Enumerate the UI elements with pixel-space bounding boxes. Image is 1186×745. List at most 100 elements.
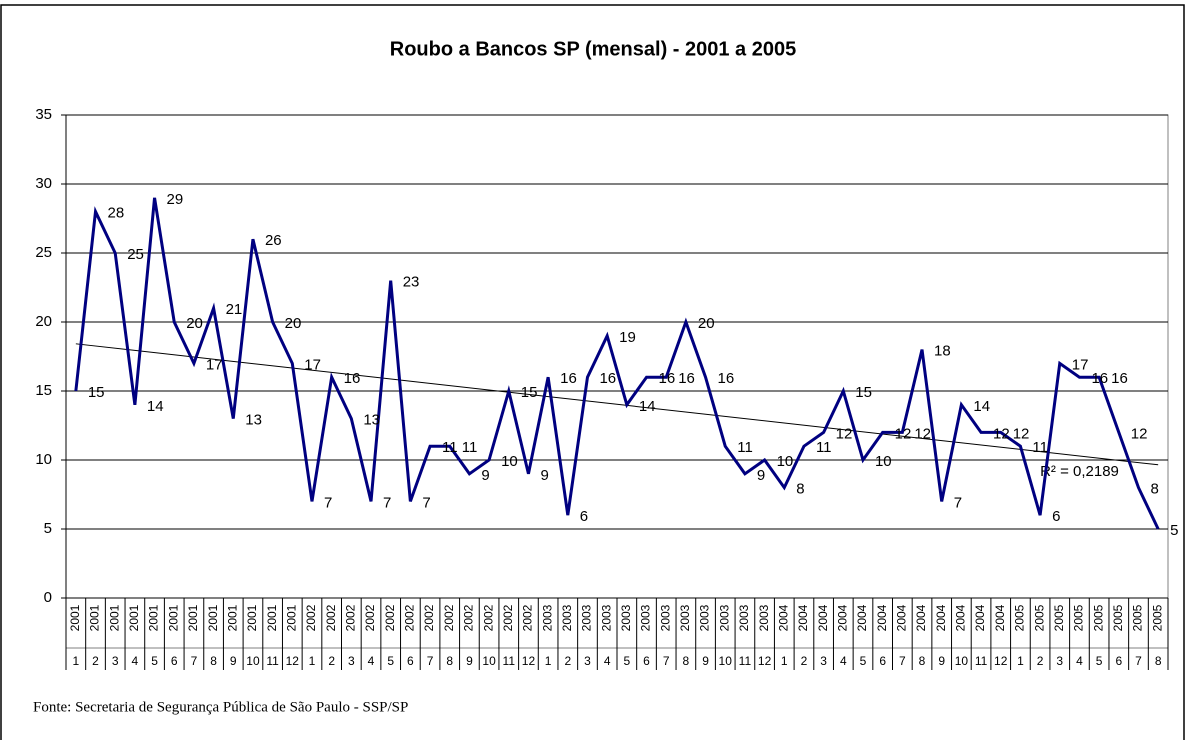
- x-month-label: 3: [584, 654, 591, 668]
- x-month-label: 3: [1056, 654, 1063, 668]
- data-label: 15: [855, 384, 872, 401]
- x-year-label: 2003: [599, 604, 613, 631]
- data-label: 13: [363, 412, 380, 429]
- x-month-label: 2: [564, 654, 571, 668]
- data-label: 7: [954, 494, 962, 511]
- data-label: 16: [659, 370, 676, 387]
- x-year-label: 2005: [1091, 604, 1105, 631]
- x-year-label: 2003: [757, 604, 771, 631]
- data-label: 9: [757, 467, 765, 484]
- x-month-label: 11: [975, 654, 988, 668]
- source-note: Fonte: Secretaria de Segurança Pública d…: [33, 699, 408, 715]
- plot-area: [65, 114, 1169, 599]
- data-label: 17: [304, 356, 321, 373]
- data-label: 7: [383, 494, 391, 511]
- x-year-label: 2004: [993, 604, 1007, 631]
- data-label: 16: [1091, 370, 1108, 387]
- x-year-label: 2001: [225, 604, 239, 631]
- x-year-label: 2002: [403, 604, 417, 631]
- x-year-label: 2003: [540, 604, 554, 631]
- data-label: 9: [481, 467, 489, 484]
- x-month-label: 7: [899, 654, 906, 668]
- x-year-label: 2004: [895, 604, 909, 631]
- data-label: 16: [718, 370, 735, 387]
- x-year-label: 2005: [1131, 604, 1145, 631]
- x-year-label: 2003: [580, 604, 594, 631]
- x-year-label: 2002: [462, 604, 476, 631]
- x-month-label: 12: [286, 654, 300, 668]
- x-year-label: 2004: [914, 604, 928, 631]
- data-label: 12: [914, 425, 931, 442]
- x-month-label: 10: [482, 654, 496, 668]
- x-month-label: 5: [387, 654, 394, 668]
- data-label: 11: [1032, 439, 1048, 456]
- x-month-label: 5: [860, 654, 867, 668]
- x-month-label: 9: [466, 654, 473, 668]
- data-label: 9: [540, 467, 548, 484]
- x-year-label: 2004: [954, 604, 968, 631]
- data-label: 12: [993, 425, 1010, 442]
- y-tick-label: 20: [35, 313, 52, 330]
- x-month-label: 8: [1155, 654, 1162, 668]
- y-tick-label: 5: [44, 520, 52, 537]
- data-label: 15: [521, 384, 538, 401]
- x-year-label: 2001: [147, 604, 161, 631]
- data-label: 17: [1072, 356, 1089, 373]
- x-month-label: 1: [309, 654, 316, 668]
- data-label: 28: [108, 205, 125, 222]
- x-year-label: 2002: [324, 604, 338, 631]
- x-year-label: 2001: [265, 604, 279, 631]
- data-line: [74, 197, 1160, 530]
- x-year-label: 2005: [1032, 604, 1046, 631]
- x-year-label: 2004: [973, 604, 987, 631]
- data-label: 12: [1013, 425, 1030, 442]
- y-tick-label: 25: [35, 244, 52, 261]
- data-label: 8: [796, 481, 804, 498]
- y-tick-label: 15: [35, 382, 52, 399]
- x-month-label: 6: [643, 654, 650, 668]
- y-tick-label: 0: [44, 589, 52, 606]
- x-month-label: 4: [840, 654, 847, 668]
- x-year-label: 2004: [875, 604, 889, 631]
- x-year-label: 2003: [560, 604, 574, 631]
- x-year-label: 2004: [835, 604, 849, 631]
- data-label: 10: [501, 453, 518, 470]
- data-label: 20: [698, 315, 715, 332]
- x-year-label: 2005: [1013, 604, 1027, 631]
- data-label: 11: [737, 439, 753, 456]
- data-label: 18: [934, 343, 951, 360]
- x-month-label: 8: [210, 654, 217, 668]
- data-label: 14: [639, 398, 656, 415]
- x-month-label: 4: [132, 654, 139, 668]
- x-year-label: 2002: [501, 604, 515, 631]
- data-label: 16: [678, 370, 695, 387]
- data-label: 13: [245, 412, 262, 429]
- x-month-label: 9: [702, 654, 709, 668]
- x-year-label: 2001: [127, 604, 141, 631]
- x-month-label: 2: [92, 654, 99, 668]
- data-label: 10: [875, 453, 892, 470]
- data-label: 12: [836, 425, 853, 442]
- data-label: 16: [599, 370, 616, 387]
- x-year-label: 2004: [816, 604, 830, 631]
- x-month-label: 1: [72, 654, 79, 668]
- x-year-label: 2002: [521, 604, 535, 631]
- data-label: 19: [619, 329, 636, 346]
- x-year-label: 2001: [68, 604, 82, 631]
- data-label: 16: [1111, 370, 1128, 387]
- x-month-label: 3: [820, 654, 827, 668]
- x-month-label: 5: [1096, 654, 1103, 668]
- x-month-label: 6: [407, 654, 414, 668]
- data-label: 10: [777, 453, 794, 470]
- x-year-label: 2005: [1052, 604, 1066, 631]
- x-month-label: 5: [151, 654, 158, 668]
- x-month-label: 1: [545, 654, 552, 668]
- chart-title: Roubo a Bancos SP (mensal) - 2001 a 2005: [390, 38, 796, 60]
- y-tick-label: 35: [35, 106, 52, 123]
- data-label: 29: [167, 191, 184, 208]
- data-label: 20: [285, 315, 302, 332]
- trendline-label: R² = 0,2189: [1040, 463, 1119, 480]
- x-year-label: 2005: [1111, 604, 1125, 631]
- data-label: 6: [580, 508, 588, 525]
